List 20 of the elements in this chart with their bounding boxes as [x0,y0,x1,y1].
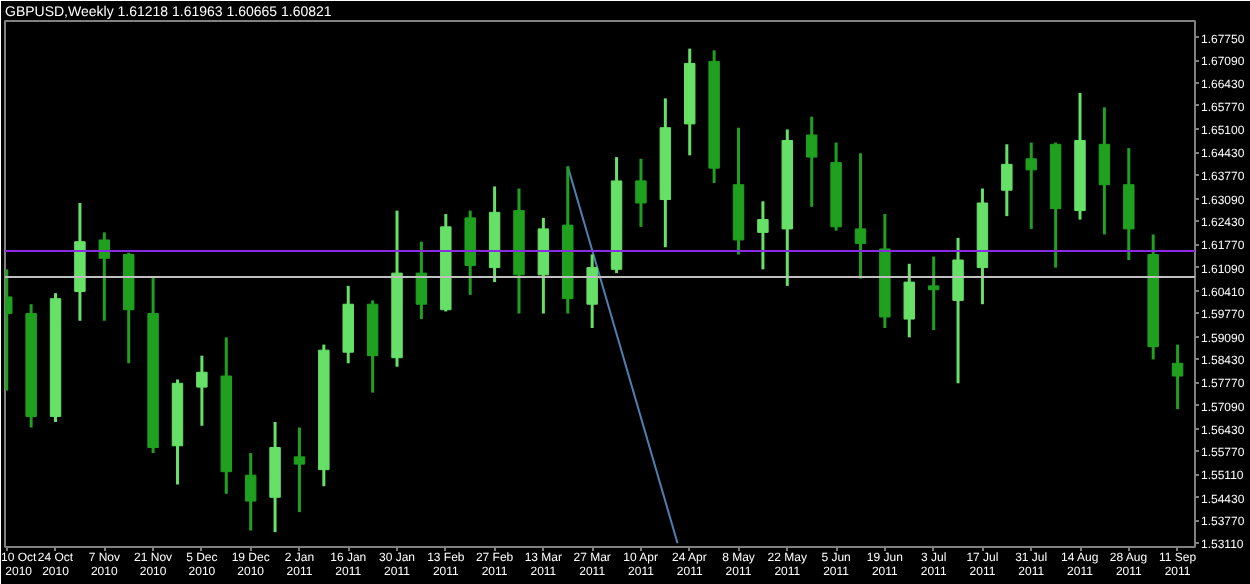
candlestick [805,115,818,209]
candlestick [415,240,428,321]
candlestick [903,262,915,339]
candlestick [635,157,647,229]
candlestick [757,199,769,271]
candlestick [244,451,257,532]
candlestick [854,151,867,281]
candlestick [196,354,208,428]
candlestick [293,426,306,514]
candlestick [464,209,476,297]
candlestick [1098,105,1111,236]
candlestick [98,230,111,323]
candlestick [952,236,964,385]
candlestick [537,216,550,316]
candlestick [927,255,940,332]
candlestick [1025,141,1037,231]
candlestick [1123,146,1135,262]
candlestick [586,252,598,330]
candlestick [1001,142,1013,218]
candlestick [1171,343,1184,411]
